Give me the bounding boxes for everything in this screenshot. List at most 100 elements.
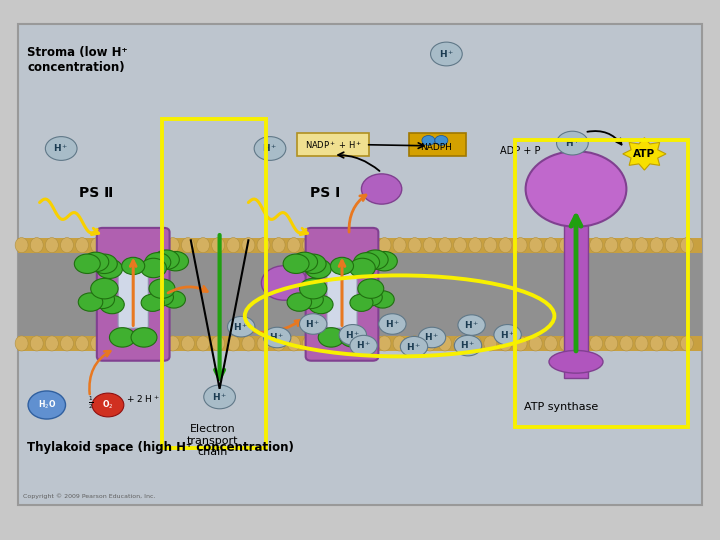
Circle shape: [140, 258, 166, 278]
Ellipse shape: [197, 336, 210, 351]
Text: H$^+$: H$^+$: [424, 332, 440, 343]
Text: + 2 H$^+$: + 2 H$^+$: [126, 394, 160, 406]
Circle shape: [109, 328, 135, 347]
Circle shape: [422, 136, 435, 145]
Text: NADPH: NADPH: [420, 143, 451, 152]
Ellipse shape: [423, 238, 436, 253]
Ellipse shape: [227, 238, 240, 253]
Text: H$^+$: H$^+$: [305, 318, 321, 330]
Text: Stroma (low H⁺
concentration): Stroma (low H⁺ concentration): [27, 46, 128, 74]
Ellipse shape: [348, 336, 361, 351]
Circle shape: [300, 279, 327, 299]
Circle shape: [435, 136, 448, 145]
Ellipse shape: [181, 336, 194, 351]
Circle shape: [287, 293, 312, 311]
Ellipse shape: [166, 238, 179, 253]
Circle shape: [141, 294, 164, 312]
Ellipse shape: [363, 238, 376, 253]
Text: H$^+$: H$^+$: [262, 143, 278, 154]
Ellipse shape: [181, 238, 194, 253]
Ellipse shape: [665, 238, 678, 253]
Text: H$^+$: H$^+$: [53, 143, 69, 154]
Ellipse shape: [529, 238, 542, 253]
Circle shape: [149, 279, 175, 298]
Ellipse shape: [318, 238, 330, 253]
Ellipse shape: [529, 336, 542, 351]
Ellipse shape: [333, 336, 346, 351]
Circle shape: [372, 291, 395, 308]
Circle shape: [91, 254, 117, 274]
Ellipse shape: [60, 336, 73, 351]
Ellipse shape: [620, 238, 633, 253]
Ellipse shape: [348, 238, 361, 253]
Circle shape: [153, 250, 179, 269]
FancyBboxPatch shape: [327, 265, 357, 328]
Ellipse shape: [438, 238, 451, 253]
Circle shape: [83, 252, 109, 272]
Circle shape: [361, 174, 402, 204]
Circle shape: [309, 295, 333, 314]
Ellipse shape: [30, 238, 43, 253]
Circle shape: [400, 336, 428, 357]
Ellipse shape: [393, 238, 406, 253]
Text: ADP + P: ADP + P: [500, 146, 541, 156]
Circle shape: [379, 314, 406, 334]
Circle shape: [494, 325, 521, 345]
Ellipse shape: [605, 336, 618, 351]
Ellipse shape: [499, 238, 512, 253]
Ellipse shape: [499, 336, 512, 351]
Ellipse shape: [106, 336, 119, 351]
Circle shape: [150, 288, 174, 306]
Ellipse shape: [15, 238, 28, 253]
Ellipse shape: [197, 238, 210, 253]
Bar: [515, 140, 688, 427]
Ellipse shape: [212, 238, 225, 253]
Ellipse shape: [605, 238, 618, 253]
Ellipse shape: [363, 336, 376, 351]
Ellipse shape: [45, 336, 58, 351]
Ellipse shape: [76, 238, 89, 253]
Text: H$^+$: H$^+$: [460, 340, 476, 352]
Ellipse shape: [549, 350, 603, 373]
Circle shape: [91, 279, 118, 299]
Ellipse shape: [15, 336, 28, 351]
Ellipse shape: [136, 238, 149, 253]
Ellipse shape: [590, 238, 603, 253]
Ellipse shape: [121, 238, 134, 253]
Text: H$^+$: H$^+$: [500, 329, 516, 341]
Circle shape: [431, 42, 462, 66]
Ellipse shape: [484, 238, 497, 253]
Ellipse shape: [121, 336, 134, 351]
Circle shape: [349, 258, 375, 278]
Text: H$_2$O: H$_2$O: [37, 399, 56, 411]
Bar: [18, 253, 702, 336]
Text: ATP synthase: ATP synthase: [524, 402, 599, 413]
Polygon shape: [623, 138, 666, 170]
FancyBboxPatch shape: [118, 265, 148, 328]
FancyBboxPatch shape: [297, 133, 369, 156]
Ellipse shape: [454, 238, 467, 253]
Circle shape: [264, 327, 291, 348]
Ellipse shape: [257, 336, 270, 351]
Circle shape: [299, 290, 323, 308]
Circle shape: [254, 137, 286, 160]
Text: H$^+$: H$^+$: [464, 319, 480, 331]
Ellipse shape: [665, 336, 678, 351]
Circle shape: [418, 327, 446, 348]
Text: Thylakoid space (high H⁺ concentration): Thylakoid space (high H⁺ concentration): [27, 441, 294, 454]
Ellipse shape: [635, 238, 648, 253]
Circle shape: [354, 253, 379, 272]
Ellipse shape: [423, 336, 436, 351]
Ellipse shape: [680, 336, 693, 351]
Circle shape: [131, 328, 157, 347]
Ellipse shape: [242, 336, 255, 351]
Ellipse shape: [378, 238, 391, 253]
Circle shape: [526, 151, 626, 227]
Circle shape: [204, 385, 235, 409]
Ellipse shape: [650, 238, 663, 253]
Ellipse shape: [469, 336, 482, 351]
Text: H$^+$: H$^+$: [564, 137, 580, 149]
Ellipse shape: [650, 336, 663, 351]
Ellipse shape: [544, 336, 557, 351]
Ellipse shape: [76, 336, 89, 351]
